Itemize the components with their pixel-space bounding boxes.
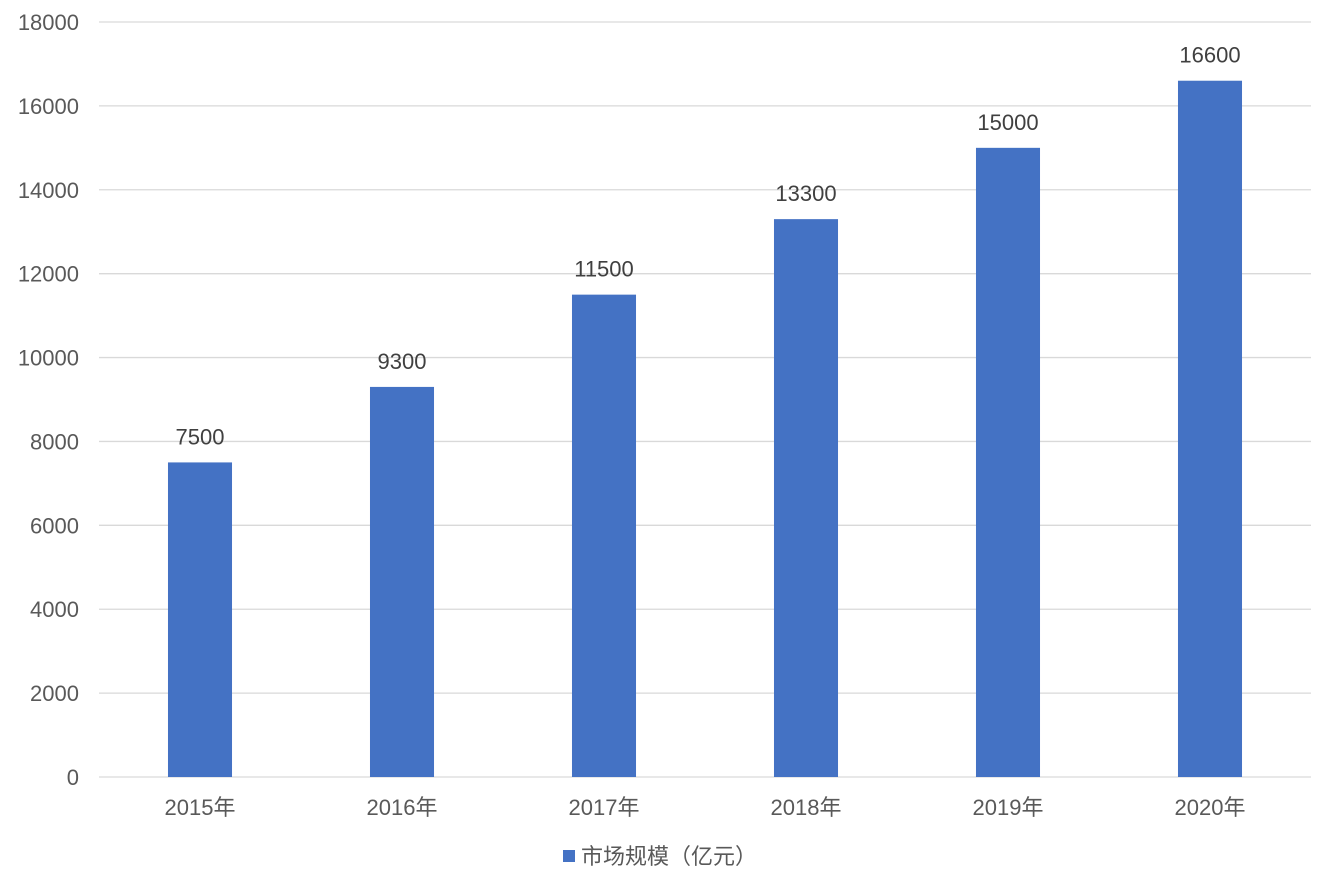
y-tick-label: 4000 bbox=[30, 597, 79, 622]
data-label: 13300 bbox=[775, 181, 836, 206]
y-tick-label: 12000 bbox=[18, 262, 79, 287]
legend-label-market-size: 市场规模（亿元） bbox=[581, 844, 757, 869]
x-tick-label: 2020年 bbox=[1175, 795, 1246, 820]
y-tick-label: 16000 bbox=[18, 94, 79, 119]
bar bbox=[975, 147, 1041, 778]
x-tick-label: 2015年 bbox=[165, 795, 236, 820]
data-label: 11500 bbox=[574, 257, 634, 282]
data-labels: 7500 9300 11500 13300 15000 16600 bbox=[176, 43, 1241, 450]
y-tick-label: 18000 bbox=[18, 10, 79, 35]
x-tick-label: 2017年 bbox=[569, 795, 640, 820]
legend-swatch bbox=[563, 850, 575, 862]
x-tick-label: 2018年 bbox=[771, 795, 842, 820]
bar bbox=[167, 462, 233, 777]
data-label: 16600 bbox=[1179, 43, 1240, 68]
data-label: 15000 bbox=[977, 110, 1038, 135]
bar bbox=[571, 294, 637, 777]
y-tick-label: 2000 bbox=[30, 681, 79, 706]
y-tick-label: 10000 bbox=[18, 346, 79, 371]
bars bbox=[167, 80, 1243, 778]
x-tick-label: 2019年 bbox=[973, 795, 1044, 820]
bar bbox=[1177, 80, 1243, 777]
bar bbox=[369, 386, 435, 777]
y-axis-tick-labels: 0 2000 4000 6000 8000 10000 12000 14000 16000 180… bbox=[18, 10, 79, 790]
legend: 市场规模（亿元） bbox=[563, 844, 757, 869]
data-label: 7500 bbox=[176, 424, 225, 449]
x-axis-tick-labels: 2015年 2016年 2017年 2018年 2019年 2020年 bbox=[165, 795, 1246, 820]
y-tick-label: 6000 bbox=[30, 513, 79, 538]
data-label: 9300 bbox=[378, 349, 427, 374]
bar bbox=[773, 219, 839, 777]
y-tick-label: 0 bbox=[67, 765, 79, 790]
y-tick-label: 8000 bbox=[30, 429, 79, 454]
y-tick-label: 14000 bbox=[18, 178, 79, 203]
gridlines bbox=[99, 21, 1311, 778]
x-tick-label: 2016年 bbox=[367, 795, 438, 820]
